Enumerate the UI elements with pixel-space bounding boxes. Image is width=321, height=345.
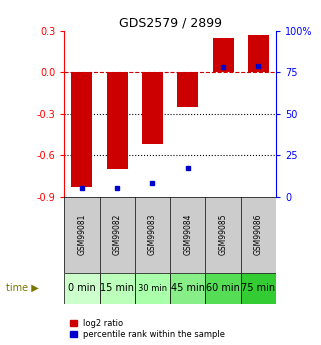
- Bar: [135, 273, 170, 304]
- Text: GSM99084: GSM99084: [183, 214, 192, 255]
- Bar: [64, 273, 100, 304]
- Bar: [177, 72, 198, 107]
- Bar: [213, 38, 234, 72]
- Bar: [205, 273, 241, 304]
- Text: time ▶: time ▶: [6, 283, 39, 293]
- Text: GSM99081: GSM99081: [77, 214, 86, 255]
- Bar: [142, 72, 163, 144]
- Bar: [248, 35, 269, 72]
- Text: 30 min: 30 min: [138, 284, 167, 293]
- Text: 15 min: 15 min: [100, 283, 134, 293]
- Text: 0 min: 0 min: [68, 283, 96, 293]
- Text: GSM99085: GSM99085: [219, 214, 228, 255]
- Text: 45 min: 45 min: [171, 283, 205, 293]
- Legend: log2 ratio, percentile rank within the sample: log2 ratio, percentile rank within the s…: [68, 317, 227, 341]
- Text: 75 min: 75 min: [241, 283, 275, 293]
- Bar: [100, 273, 135, 304]
- Bar: [241, 273, 276, 304]
- Bar: [107, 72, 128, 169]
- Bar: [170, 273, 205, 304]
- Bar: [71, 72, 92, 187]
- Text: GSM99086: GSM99086: [254, 214, 263, 255]
- Text: GSM99083: GSM99083: [148, 214, 157, 255]
- Text: GSM99082: GSM99082: [113, 214, 122, 255]
- Title: GDS2579 / 2899: GDS2579 / 2899: [119, 17, 221, 30]
- Text: 60 min: 60 min: [206, 283, 240, 293]
